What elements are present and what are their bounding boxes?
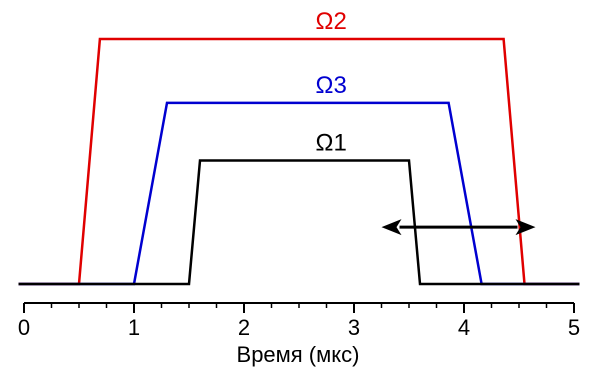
- x-tick-label: 4: [458, 315, 470, 340]
- x-tick-label: 2: [238, 315, 250, 340]
- series-label-3: Ω1: [316, 129, 347, 156]
- x-tick-label: 0: [18, 315, 30, 340]
- series-layer: Ω2 Ω3 Ω1: [18, 8, 580, 286]
- annotation-layer: [381, 219, 536, 236]
- double-arrow-annotation: [381, 219, 536, 236]
- series-label-1: Ω2: [316, 8, 347, 35]
- x-tick-label: 5: [568, 315, 580, 340]
- series-line-3: [18, 159, 580, 286]
- x-axis-label: Время (мкс): [237, 342, 360, 367]
- series-line-2: [18, 101, 580, 286]
- x-axis: 0 1 2 3 4 5: [18, 302, 580, 340]
- x-tick-label: 3: [348, 315, 360, 340]
- series-label-2: Ω3: [316, 72, 347, 99]
- x-tick-label: 1: [128, 315, 140, 340]
